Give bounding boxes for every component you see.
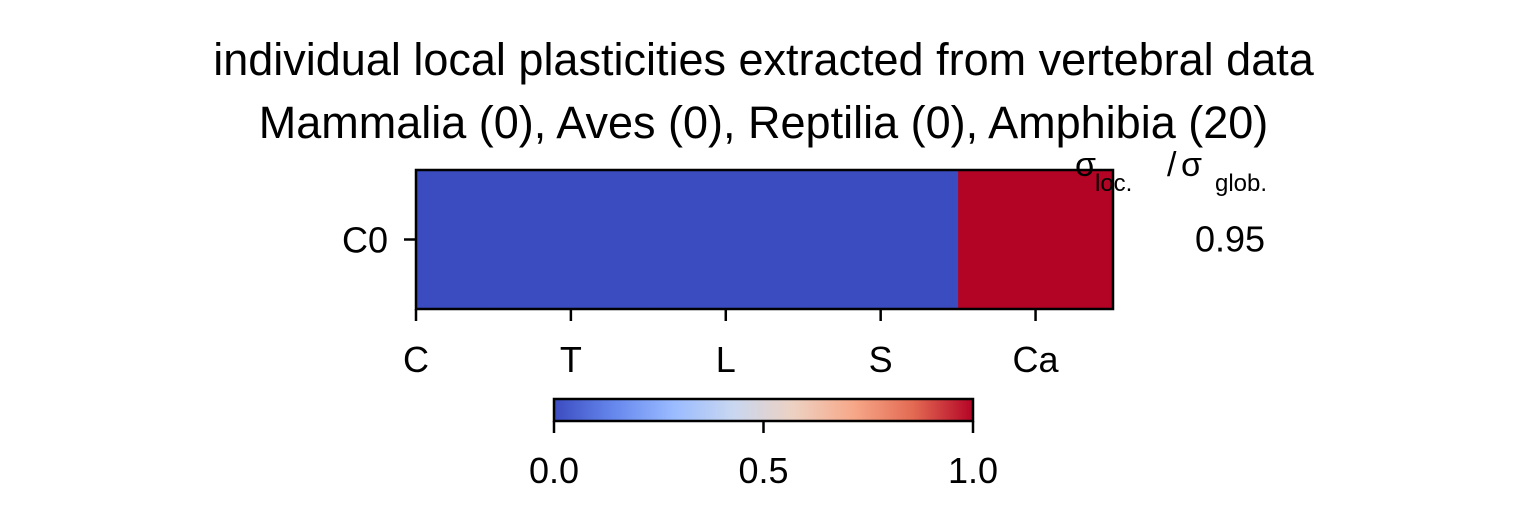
x-tick-label: S: [869, 339, 893, 380]
heatmap-cell: [416, 170, 495, 309]
x-tick-label: Ca: [1013, 339, 1060, 380]
heatmap-cell: [493, 170, 649, 309]
chart-subtitle: Mammalia (0), Aves (0), Reptilia (0), Am…: [258, 97, 1269, 148]
colorbar: 0.0 0.5 1.0: [529, 397, 998, 491]
heatmap-cell: [648, 170, 804, 309]
heatmap-cell: [958, 170, 1114, 309]
sigma-header-1: σ: [1075, 146, 1096, 184]
sigma-header-sub-1: loc.: [1095, 170, 1132, 197]
y-axis: C0: [342, 220, 416, 261]
colorbar-tick-label: 0.0: [529, 450, 579, 491]
sigma-ratio-value: 0.95: [1195, 219, 1265, 260]
y-tick-label: C0: [342, 220, 388, 261]
x-tick-label: T: [560, 339, 582, 380]
colorbar-tick-label: 0.5: [738, 450, 788, 491]
sigma-ratio-column: σ loc. / σ glob. 0.95: [1075, 146, 1267, 260]
colorbar-gradient: [552, 397, 975, 423]
sigma-header-sub-2: glob.: [1215, 170, 1267, 197]
sigma-header-2: σ: [1181, 146, 1202, 184]
x-tick-label: L: [716, 339, 736, 380]
colorbar-tick-label: 1.0: [948, 450, 998, 491]
heatmap-cells: [416, 170, 1114, 309]
sigma-header-slash: /: [1167, 146, 1177, 184]
chart-title: individual local plasticities extracted …: [213, 34, 1314, 85]
heatmap-cell: [803, 170, 959, 309]
x-axis: C T L S Ca: [403, 309, 1060, 380]
x-tick-label: C: [403, 339, 429, 380]
